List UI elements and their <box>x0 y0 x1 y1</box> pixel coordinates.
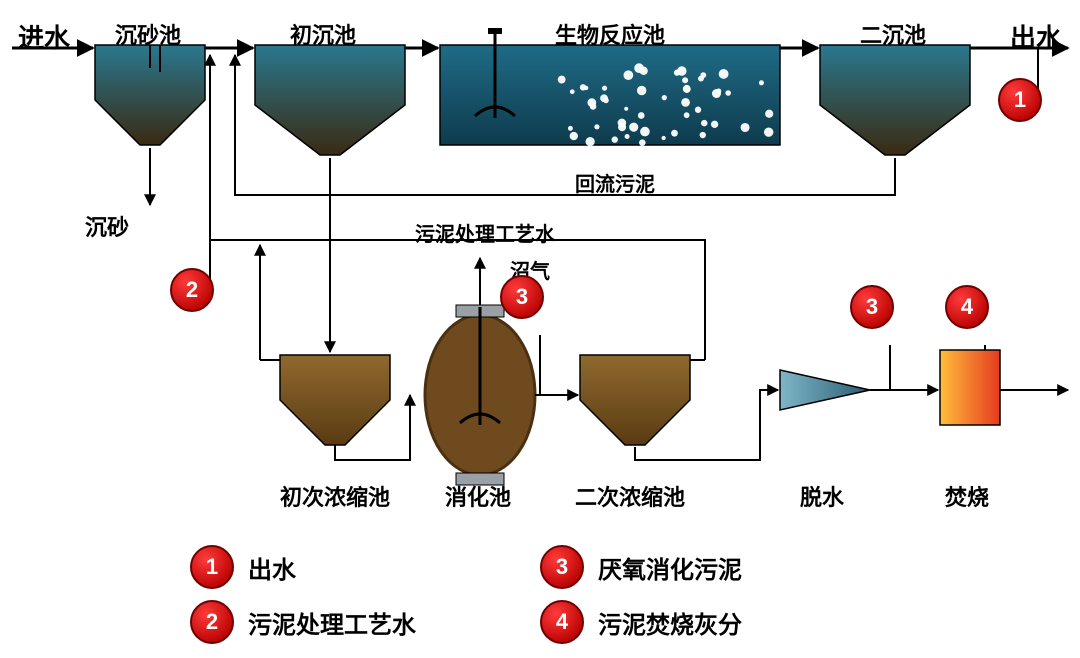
dewater-label: 脱水 <box>800 480 844 512</box>
legend-item-2: 2 污泥处理工艺水 <box>190 600 416 644</box>
bio-label: 生物反应池 <box>555 18 665 50</box>
legend-badge-4: 4 <box>540 600 584 644</box>
diagram-stage: 进水 出水 沉砂池 初沉池 生物反应池 二沉池 沉砂 回流污泥 污泥处理工艺水 … <box>0 0 1080 658</box>
badge-1: 1 <box>998 78 1042 122</box>
badge-4: 4 <box>945 285 989 329</box>
grit-tank-label: 沉砂池 <box>115 18 181 50</box>
legend-item-4: 4 污泥焚烧灰分 <box>540 600 742 644</box>
outflow-label: 出水 <box>1010 18 1062 55</box>
legend-text-1: 出水 <box>248 550 296 585</box>
legend-item-1: 1 出水 <box>190 545 296 589</box>
secondary-label: 二沉池 <box>860 18 926 50</box>
process-water-label: 污泥处理工艺水 <box>415 218 555 247</box>
thick1-label: 初次浓缩池 <box>280 480 390 512</box>
badge-3: 3 <box>500 275 544 319</box>
primary-label: 初沉池 <box>290 18 356 50</box>
digester-label: 消化池 <box>445 480 511 512</box>
badge-3: 3 <box>850 285 894 329</box>
return-sludge-label: 回流污泥 <box>575 168 655 197</box>
incin-label: 焚烧 <box>945 480 989 512</box>
badge-2: 2 <box>170 268 214 312</box>
grit-label: 沉砂 <box>85 210 129 242</box>
legend-text-3: 厌氧消化污泥 <box>598 550 742 585</box>
legend-text-2: 污泥处理工艺水 <box>248 605 416 640</box>
legend-badge-2: 2 <box>190 600 234 644</box>
thick2-label: 二次浓缩池 <box>575 480 685 512</box>
legend-badge-3: 3 <box>540 545 584 589</box>
inflow-label: 进水 <box>18 18 70 55</box>
legend-badge-1: 1 <box>190 545 234 589</box>
legend-item-3: 3 厌氧消化污泥 <box>540 545 742 589</box>
legend-text-4: 污泥焚烧灰分 <box>598 605 742 640</box>
